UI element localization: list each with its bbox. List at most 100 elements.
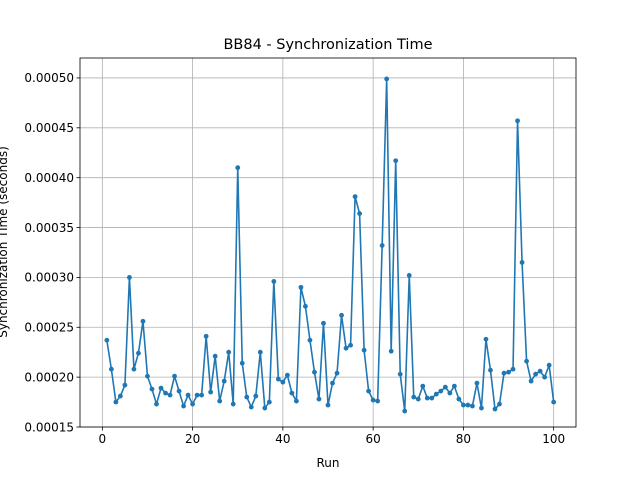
y-tick-label: 0.00040 bbox=[24, 171, 74, 185]
data-point bbox=[294, 398, 299, 404]
data-point bbox=[438, 388, 444, 394]
data-point bbox=[221, 378, 227, 384]
data-point bbox=[510, 366, 516, 372]
data-point bbox=[343, 345, 349, 351]
x-tick-label: 80 bbox=[456, 432, 471, 446]
data-point bbox=[203, 333, 209, 339]
data-point bbox=[140, 318, 146, 324]
data-point bbox=[492, 406, 498, 412]
data-point bbox=[185, 392, 191, 398]
data-point bbox=[127, 275, 132, 280]
data-point bbox=[226, 349, 232, 355]
data-point bbox=[528, 378, 534, 384]
data-point bbox=[145, 373, 150, 379]
data-point bbox=[501, 370, 507, 376]
data-point bbox=[334, 370, 340, 376]
data-point bbox=[194, 392, 200, 398]
y-tick-label: 0.00050 bbox=[24, 71, 74, 85]
data-point bbox=[330, 380, 335, 386]
data-point bbox=[298, 284, 304, 290]
data-point bbox=[433, 391, 439, 397]
data-point bbox=[253, 393, 259, 399]
data-point bbox=[479, 405, 484, 411]
data-point bbox=[176, 388, 182, 394]
data-point bbox=[515, 118, 520, 124]
data-point bbox=[551, 399, 557, 405]
x-tick-label: 60 bbox=[365, 432, 380, 446]
data-point bbox=[257, 349, 263, 355]
y-axis-ticks: 0.00015 0.00020 0.00025 0.00030 0.00035 0.000… bbox=[24, 71, 80, 434]
y-tick-label: 0.00025 bbox=[24, 321, 74, 335]
data-point bbox=[199, 392, 205, 398]
data-point bbox=[303, 303, 308, 309]
x-axis-label: Run bbox=[316, 456, 339, 470]
data-point bbox=[357, 211, 362, 216]
data-point bbox=[388, 348, 394, 354]
data-point bbox=[519, 260, 525, 265]
data-point bbox=[275, 376, 281, 382]
data-point bbox=[352, 194, 358, 200]
data-point bbox=[181, 403, 186, 409]
data-point bbox=[542, 374, 548, 380]
data-point bbox=[379, 243, 385, 248]
data-point bbox=[402, 408, 408, 414]
x-tick-label: 0 bbox=[99, 432, 107, 446]
data-point bbox=[280, 379, 286, 385]
y-axis-label: Synchronization Time (seconds) bbox=[0, 146, 10, 338]
data-point bbox=[537, 368, 543, 374]
data-point bbox=[429, 395, 435, 401]
data-point bbox=[312, 369, 317, 375]
data-point bbox=[108, 366, 114, 372]
data-point bbox=[424, 395, 430, 401]
data-point bbox=[461, 402, 466, 408]
data-point bbox=[524, 358, 529, 364]
data-point bbox=[384, 76, 390, 82]
chart-title: BB84 - Synchronization Time bbox=[223, 37, 432, 53]
data-point bbox=[113, 399, 119, 405]
series-group bbox=[104, 76, 557, 414]
data-point bbox=[456, 396, 462, 402]
data-point bbox=[131, 366, 137, 372]
data-point bbox=[321, 320, 326, 326]
data-point bbox=[488, 367, 493, 373]
data-point bbox=[366, 388, 372, 394]
data-point bbox=[190, 401, 196, 407]
data-point bbox=[158, 385, 164, 391]
data-point bbox=[325, 402, 331, 408]
data-point bbox=[397, 371, 403, 377]
data-point bbox=[406, 273, 412, 278]
data-point bbox=[149, 386, 155, 392]
data-point bbox=[235, 165, 241, 171]
data-point bbox=[122, 382, 128, 388]
data-point bbox=[483, 336, 489, 342]
y-tick-label: 0.00035 bbox=[24, 221, 74, 235]
data-point bbox=[316, 396, 322, 402]
data-point bbox=[266, 399, 272, 405]
data-point bbox=[271, 278, 277, 284]
data-point bbox=[465, 402, 471, 408]
y-tick-label: 0.00045 bbox=[24, 121, 74, 135]
data-point bbox=[470, 403, 475, 409]
data-point bbox=[393, 158, 399, 164]
data-point bbox=[230, 401, 236, 407]
data-point bbox=[533, 371, 539, 377]
data-point bbox=[167, 392, 173, 398]
data-point bbox=[104, 337, 110, 343]
data-point bbox=[244, 394, 250, 400]
data-point bbox=[217, 398, 223, 404]
data-point bbox=[447, 390, 453, 396]
x-axis-ticks: 0 20 40 60 80 100 bbox=[99, 427, 565, 446]
data-point bbox=[411, 394, 417, 400]
y-tick-label: 0.00015 bbox=[24, 420, 74, 434]
data-point bbox=[172, 373, 177, 379]
data-point bbox=[307, 337, 313, 343]
data-point bbox=[239, 360, 245, 366]
x-tick-label: 20 bbox=[185, 432, 200, 446]
data-point bbox=[546, 362, 552, 368]
data-point bbox=[284, 372, 290, 378]
data-point bbox=[361, 347, 367, 353]
data-point bbox=[420, 383, 426, 389]
data-point bbox=[248, 404, 254, 410]
